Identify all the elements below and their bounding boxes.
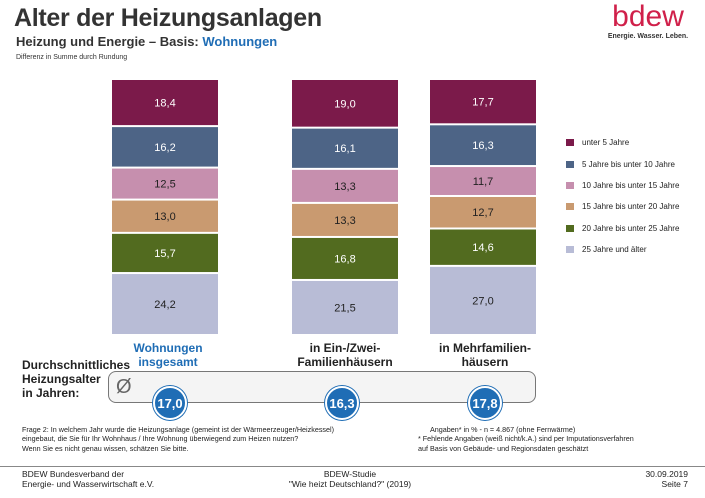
subtitle-prefix: Heizung und Energie – Basis: [16, 34, 199, 49]
category-label-line: insgesamt [138, 355, 198, 369]
footer-line: "Wie heizt Deutschland?" (2019) [288, 479, 412, 489]
footnote-line: * Fehlende Angaben (weiß nicht/k.A.) sin… [418, 434, 634, 444]
question-line: Frage 2: In welchem Jahr wurde die Heizu… [22, 425, 334, 434]
legend-swatch [565, 138, 575, 148]
bar-segment [112, 168, 218, 199]
bar-value-label: 19,0 [334, 98, 355, 110]
bar-segment [292, 128, 398, 168]
footer-line: BDEW-Studie [323, 469, 377, 479]
chart-legend: unter 5 Jahre 5 Jahre bis unter 10 Jahre 1… [565, 132, 679, 260]
category-label: in Ein-/Zwei- Familienhäusern [275, 341, 415, 369]
legend-item: 10 Jahre bis unter 15 Jahre [565, 175, 679, 196]
bar-value-label: 13,3 [334, 215, 355, 227]
bar-value-label: 16,3 [472, 140, 493, 152]
bar-segment [430, 196, 536, 228]
page-title: Alter der Heizungsanlagen [14, 4, 322, 32]
subtitle-highlight: Wohnungen [202, 34, 278, 49]
bar-segment [430, 80, 536, 124]
category-label-line: Familienhäusern [297, 355, 393, 369]
legend-swatch [565, 223, 575, 233]
bar-value-label: 14,6 [472, 242, 493, 254]
legend-label: 25 Jahre und älter [582, 245, 647, 255]
bar-value-label: 18,4 [154, 98, 175, 110]
category-label-line: in Mehrfamilien- [438, 341, 531, 355]
bar-value-label: 15,7 [154, 248, 175, 260]
legend-item: 20 Jahre bis unter 25 Jahre [565, 218, 679, 239]
bar-segment [112, 233, 218, 273]
average-value-badge: 17,0 [153, 386, 187, 420]
legend-item: 5 Jahre bis unter 10 Jahre [565, 153, 679, 174]
category-label: Wohnungen insgesamt [98, 341, 238, 369]
footer-line: Energie- und Wasserwirtschaft e.V. [22, 479, 155, 489]
footer-organization: BDEW Bundesverband der Energie- und Wass… [22, 469, 154, 489]
bar-value-label: 21,5 [334, 302, 355, 314]
survey-question: Frage 2: In welchem Jahr wurde die Heizu… [22, 425, 422, 453]
bar-segment [112, 274, 218, 334]
question-line: Wenn Sie es nicht genau wissen, schätzen… [22, 443, 189, 453]
category-label-line: in Ein-/Zwei- [309, 341, 381, 355]
bar-value-label: 13,3 [334, 181, 355, 193]
average-label-line: Durchschnittliches [22, 358, 131, 372]
bar-value-label: 11,7 [473, 176, 494, 188]
average-label-line: Heizungsalter [22, 372, 101, 386]
footer-line: Seite 7 [661, 479, 688, 489]
logo-wordmark: bdew [612, 0, 684, 33]
sample-base: Angaben* in % - n = 4.867 (ohne Fernwärm… [430, 425, 576, 434]
bar-segment [430, 229, 536, 265]
footer-line: 30.09.2019 [645, 469, 688, 479]
bar-value-label: 16,2 [154, 142, 175, 154]
bar-segment [430, 167, 536, 195]
legend-label: 10 Jahre bis unter 15 Jahre [582, 180, 680, 190]
bar-value-label: 27,0 [472, 295, 493, 307]
bar-segment [292, 237, 398, 279]
footer-date-page: 30.09.2019 Seite 7 [600, 469, 688, 489]
legend-label: unter 5 Jahre [582, 138, 630, 148]
bdew-logo: bdew Energie. Wasser. Leben. [598, 0, 698, 41]
bar-value-label: 24,2 [154, 299, 175, 311]
footnote-line: auf Basis von Gebäude- und Regionsdaten … [418, 443, 589, 453]
average-value-badge: 16,3 [325, 386, 359, 420]
average-symbol: Ø [116, 376, 132, 398]
legend-swatch [565, 202, 575, 212]
bar-value-label: 16,8 [334, 253, 355, 265]
category-label-line: häusern [461, 355, 509, 369]
bar-value-label: 17,7 [472, 97, 493, 109]
bar-segment [112, 200, 218, 232]
page-subtitle: Heizung und Energie – Basis: Wohnungen [16, 34, 277, 49]
legend-item: unter 5 Jahre [565, 132, 679, 153]
bar-segment [112, 127, 218, 167]
bar-segment [292, 80, 398, 127]
bar-value-label: 16,1 [334, 143, 355, 155]
legend-label: 5 Jahre bis unter 10 Jahre [582, 159, 675, 169]
footer-line: BDEW Bundesverband der [22, 469, 125, 479]
footnote: Angaben* in % - n = 4.867 (ohne Fernwärm… [418, 425, 703, 453]
footer-divider [0, 466, 705, 467]
legend-label: 15 Jahre bis unter 20 Jahre [582, 202, 680, 212]
logo-tagline: Energie. Wasser. Leben. [607, 33, 689, 40]
average-label-line: in Jahren: [22, 386, 80, 400]
legend-swatch [565, 245, 575, 255]
average-age-label: Durchschnittliches Heizungsalter in Jahr… [22, 358, 130, 400]
footer-study: BDEW-Studie "Wie heizt Deutschland?" (20… [250, 469, 450, 489]
bar-segment [112, 80, 218, 126]
bar-value-label: 13,0 [154, 211, 175, 223]
bar-value-label: 12,7 [472, 207, 493, 219]
legend-swatch [565, 180, 575, 190]
bar-segment [430, 125, 536, 166]
legend-swatch [565, 159, 575, 169]
category-label-line: Wohnungen [133, 341, 203, 355]
category-label: in Mehrfamilien-häusern [415, 341, 555, 369]
legend-item: 25 Jahre und älter [565, 239, 679, 260]
average-value-badge: 17,8 [468, 386, 502, 420]
rounding-note: Differenz in Summe durch Rundung [16, 54, 128, 61]
question-line: eingebaut, die Sie für Ihr Wohnhaus / Ih… [22, 434, 299, 444]
legend-label: 20 Jahre bis unter 25 Jahre [582, 223, 680, 233]
bar-value-label: 12,5 [154, 179, 175, 191]
bar-segment [292, 169, 398, 202]
bar-segment [292, 203, 398, 236]
bar-segment [292, 280, 398, 334]
legend-item: 15 Jahre bis unter 20 Jahre [565, 196, 679, 217]
bar-segment [430, 266, 536, 334]
